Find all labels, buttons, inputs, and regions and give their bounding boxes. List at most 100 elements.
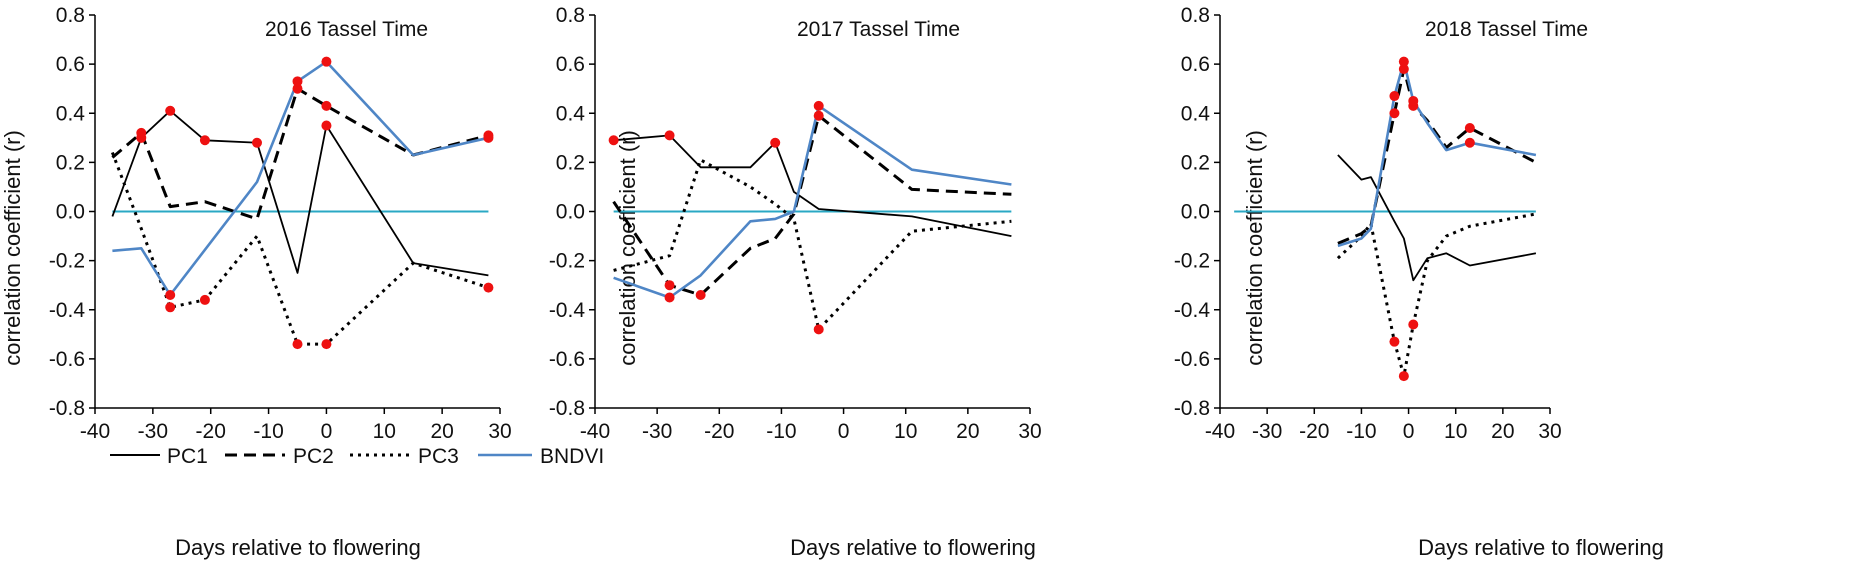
x-tick-label-2016: -40 (80, 420, 110, 443)
y-tick-label-2017: -0.8 (549, 397, 585, 420)
data-point-bndvi-2017 (664, 292, 675, 303)
data-point-bndvi-2018 (1398, 56, 1409, 67)
y-tick-label-2017: 0.4 (556, 102, 586, 125)
x-tick-label-2016: -10 (253, 420, 283, 443)
data-point-bndvi-2018 (1408, 95, 1419, 106)
y-axis-title-2018: correlation coefficient (r) (1242, 130, 1267, 366)
y-tick-label-2018: 0.8 (1181, 4, 1210, 27)
y-tick-label-2018: -0.4 (1174, 299, 1211, 322)
data-point-pc3-2016 (483, 282, 494, 293)
x-tick-label-2016: 20 (430, 420, 453, 443)
data-point-pc2-2018 (1398, 64, 1409, 75)
legend-label-pc3: PC3 (418, 445, 459, 468)
y-tick-label-2017: -0.2 (549, 250, 585, 273)
chart-title-2017: 2017 Tassel Time (797, 18, 960, 41)
y-tick-label-2016: 0.8 (56, 4, 85, 27)
x-tick-label-2017: -10 (766, 420, 796, 443)
data-point-pc3-2018 (1389, 336, 1400, 347)
data-point-pc1-2016 (321, 120, 332, 131)
data-point-pc1-2016 (252, 137, 262, 148)
data-point-bndvi-2016 (292, 76, 303, 87)
y-tick-label-2018: 0.6 (1181, 53, 1210, 76)
chart-title-2018: 2018 Tassel Time (1425, 18, 1588, 41)
series-line-pc2-2017 (612, 114, 1012, 297)
x-tick-label-2016: -30 (138, 420, 168, 443)
series-line-bndvi-2018 (1337, 60, 1537, 248)
x-tick-label-2017: 10 (894, 420, 917, 443)
plot-area-2017: -0.8 -0.6 -0.4 -0.2 0.0 0.2 0.4 0.6 0.8 -40 -30 -20… (549, 4, 1042, 443)
data-point-bndvi-2018 (1389, 91, 1400, 102)
y-tick-label-2018: -0.2 (1174, 250, 1210, 273)
y-tick-label-2018: -0.8 (1174, 397, 1210, 420)
data-point-pc1-2016 (165, 105, 176, 116)
y-tick-label-2017: -0.6 (549, 348, 585, 371)
chart-panel-2017: 2017 Tassel Time Days relative to flower… (549, 4, 1042, 560)
x-tick-label-2018: -40 (1205, 420, 1235, 443)
x-tick-label-2017: -30 (642, 420, 672, 443)
y-tick-label-2016: -0.4 (49, 299, 86, 322)
y-tick-label-2016: 0.0 (56, 201, 85, 224)
data-point-pc2-2017 (813, 110, 824, 121)
y-tick-label-2018: 0.4 (1181, 102, 1211, 125)
data-point-pc3-2016 (292, 339, 303, 350)
x-tick-label-2016: 30 (488, 420, 511, 443)
series-line-pc1-2018 (1337, 154, 1537, 282)
x-tick-label-2017: -40 (580, 420, 610, 443)
legend-label-pc1: PC1 (167, 445, 208, 468)
x-tick-label-2017: 30 (1018, 420, 1041, 443)
y-axis-title-2017: correlation coefficient (r) (615, 130, 640, 366)
chart-panel-2016: 2016 Tassel Time Days relative to flower… (0, 4, 512, 560)
data-point-pc2-2016 (292, 83, 303, 94)
x-tick-label-2018: 30 (1538, 420, 1561, 443)
y-tick-label-2018: -0.6 (1174, 348, 1210, 371)
y-tick-label-2016: -0.6 (49, 348, 85, 371)
x-tick-label-2016: 10 (373, 420, 396, 443)
series-line-pc1-2016 (111, 109, 489, 277)
data-point-bndvi-2016 (483, 132, 494, 143)
x-tick-label-2018: 10 (1444, 420, 1467, 443)
plot-area-2016: -0.8 -0.6 -0.4 -0.2 0.0 0.2 0.4 0.6 0.8 -40 -30 -20… (49, 4, 512, 443)
series-line-pc2-2018 (1337, 67, 1537, 245)
series-line-pc3-2018 (1336, 212, 1537, 378)
y-tick-label-2017: 0.0 (556, 201, 585, 224)
x-tick-label-2018: 0 (1403, 420, 1415, 443)
data-point-pc2-2017 (695, 290, 706, 301)
data-point-pc1-2016 (199, 135, 210, 146)
y-tick-label-2016: -0.2 (49, 250, 85, 273)
data-point-pc3-2016 (165, 302, 176, 313)
x-axis-title-2016: Days relative to flowering (175, 535, 421, 560)
x-tick-label-2018: -10 (1346, 420, 1376, 443)
data-point-bndvi-2018 (1464, 137, 1475, 148)
x-tick-label-2017: 20 (956, 420, 979, 443)
y-tick-label-2017: 0.6 (556, 53, 585, 76)
x-tick-label-2017: 0 (838, 420, 850, 443)
legend-label-pc2: PC2 (293, 445, 334, 468)
series-line-pc1-2017 (613, 134, 1012, 237)
x-axis-title-2018: Days relative to flowering (1418, 535, 1664, 560)
data-point-pc2-2017 (664, 280, 675, 291)
data-point-pc3-2017 (813, 324, 824, 335)
x-tick-label-2017: -20 (704, 420, 734, 443)
data-point-bndvi-2016 (165, 290, 176, 301)
x-tick-label-2018: 20 (1491, 420, 1514, 443)
y-tick-label-2018: 0.2 (1181, 151, 1210, 174)
series-line-bndvi-2016 (112, 60, 489, 297)
x-tick-label-2018: -20 (1299, 420, 1329, 443)
y-axis-title-2016: correlation coefficient (r) (0, 130, 25, 366)
x-axis-title-2017: Days relative to flowering (790, 535, 1036, 560)
y-tick-label-2017: -0.4 (549, 299, 586, 322)
x-tick-label-2016: -20 (196, 420, 226, 443)
data-point-pc2-2018 (1389, 108, 1400, 119)
data-point-pc3-2018 (1408, 319, 1419, 330)
y-tick-label-2016: 0.4 (56, 102, 86, 125)
data-point-pc2-2016 (321, 100, 332, 111)
data-point-pc3-2016 (199, 294, 210, 305)
y-tick-label-2016: 0.2 (56, 151, 85, 174)
data-point-bndvi-2016 (321, 56, 332, 67)
legend: PC1 PC2 PC3 BNDVI (110, 445, 604, 468)
y-tick-label-2017: 0.8 (556, 4, 585, 27)
data-point-pc2-2016 (136, 127, 147, 138)
series-line-bndvi-2017 (613, 104, 1012, 299)
chart-title-2016: 2016 Tassel Time (265, 18, 428, 41)
